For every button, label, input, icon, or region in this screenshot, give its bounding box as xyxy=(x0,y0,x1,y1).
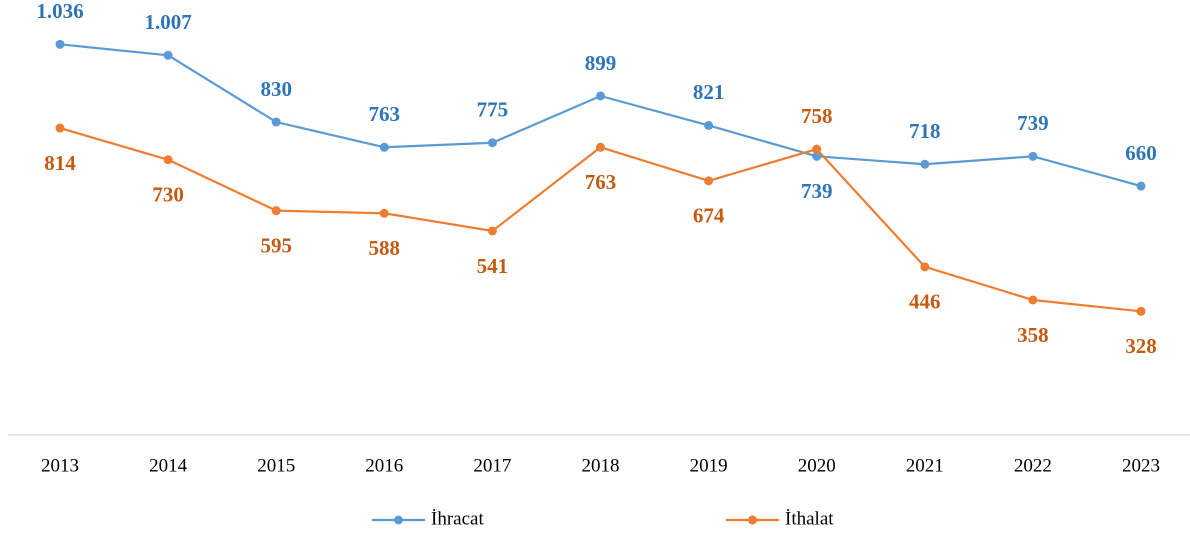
data-label: 588 xyxy=(369,236,401,260)
data-label: 660 xyxy=(1125,141,1157,165)
point xyxy=(55,123,65,133)
point xyxy=(55,39,65,49)
point xyxy=(487,138,497,148)
data-label: 830 xyxy=(260,77,292,101)
data-label: 739 xyxy=(801,179,833,203)
point xyxy=(379,208,389,218)
point xyxy=(704,120,714,130)
x-tick-label: 2013 xyxy=(41,455,79,476)
x-tick-label: 2020 xyxy=(798,455,836,476)
legend-marker xyxy=(748,515,757,525)
point xyxy=(920,159,930,169)
point xyxy=(596,91,605,101)
legend-marker xyxy=(394,515,403,525)
point xyxy=(812,144,822,154)
data-label: 821 xyxy=(693,80,725,104)
point xyxy=(812,151,822,161)
point xyxy=(163,155,173,165)
point xyxy=(1028,295,1038,305)
x-tick-label: 2022 xyxy=(1014,455,1052,476)
data-label: 1.007 xyxy=(144,10,191,34)
point xyxy=(379,142,389,152)
legend-label: İthalat xyxy=(785,508,834,529)
data-label: 328 xyxy=(1125,334,1157,358)
series-line xyxy=(59,126,1142,313)
data-label: 775 xyxy=(477,98,509,122)
data-label: 739 xyxy=(1017,111,1049,135)
data-label: 899 xyxy=(585,51,617,75)
data-label: 763 xyxy=(369,102,401,126)
x-tick-label: 2017 xyxy=(473,455,511,476)
data-label: 541 xyxy=(477,254,509,278)
point xyxy=(1028,151,1038,161)
point xyxy=(1136,181,1146,191)
point xyxy=(704,176,714,186)
data-label: 718 xyxy=(909,119,941,143)
x-tick-label: 2014 xyxy=(149,455,188,476)
data-label: 758 xyxy=(801,104,833,128)
point xyxy=(271,117,281,127)
point xyxy=(271,206,281,216)
x-tick-label: 2021 xyxy=(906,455,944,476)
data-label: 814 xyxy=(44,151,76,175)
data-label: 358 xyxy=(1017,323,1049,347)
x-tick-label: 2015 xyxy=(257,455,295,476)
data-label: 1.036 xyxy=(36,0,83,23)
data-label: 446 xyxy=(909,290,941,314)
data-label: 730 xyxy=(152,183,184,207)
x-tick-label: 2023 xyxy=(1122,455,1160,476)
point xyxy=(596,142,605,152)
point xyxy=(163,50,173,60)
x-tick-label: 2018 xyxy=(582,455,620,476)
data-label: 595 xyxy=(260,233,292,257)
point xyxy=(1136,306,1146,316)
x-tick-label: 2016 xyxy=(365,455,403,476)
x-tick-label: 2019 xyxy=(690,455,728,476)
data-label: 763 xyxy=(585,170,617,194)
point xyxy=(920,262,930,272)
legend-label: İhracat xyxy=(431,508,484,529)
data-label: 674 xyxy=(693,204,725,228)
point xyxy=(487,226,497,236)
